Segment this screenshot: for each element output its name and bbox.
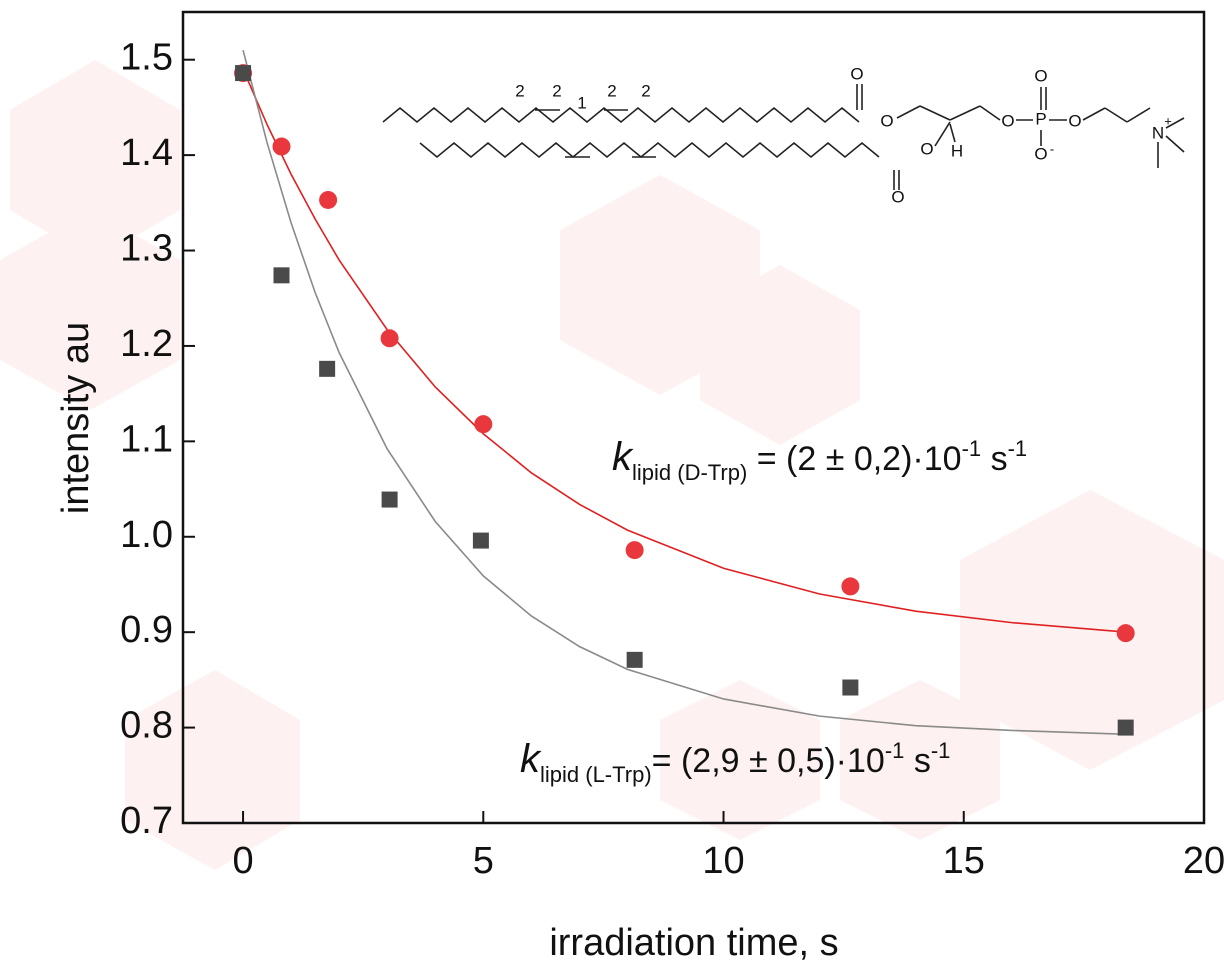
ann-part: s (981, 440, 1007, 478)
data-point (842, 679, 859, 696)
structure-label: + (1164, 113, 1172, 128)
structure-label: 1 (577, 93, 586, 112)
data-point (272, 137, 291, 156)
y-tick-label: 1.0 (120, 514, 173, 556)
data-point (319, 190, 338, 209)
bond (949, 105, 981, 121)
chain (382, 106, 860, 124)
bond (896, 105, 921, 119)
structure-label: 2 (515, 81, 524, 100)
bond (1082, 107, 1106, 121)
bond (1104, 107, 1128, 123)
y-axis-title: intensity au (55, 322, 97, 514)
structure-label: 2 (607, 81, 616, 100)
bond (949, 123, 956, 143)
data-point (474, 415, 493, 434)
y-tick-label: 1.5 (120, 37, 173, 79)
x-tick-label: 10 (702, 840, 744, 882)
data-point (626, 651, 643, 668)
structure-label: O (880, 111, 893, 130)
structure-label: O (1034, 144, 1047, 163)
y-tick-label: 1.1 (120, 418, 173, 460)
data-point (235, 65, 252, 82)
structure-label: O (1068, 111, 1081, 130)
structure-label: O (1034, 66, 1047, 85)
data-point (380, 329, 399, 348)
data-point (319, 360, 336, 377)
y-tick-label: 1.4 (120, 132, 173, 174)
chain (419, 141, 880, 159)
structure-label: 2 (641, 81, 650, 100)
ann-part: -1 (1008, 436, 1028, 461)
data-point (273, 267, 290, 284)
structure-label: O (1001, 111, 1014, 130)
y-tick-label: 1.3 (120, 228, 173, 270)
lipid-structure (382, 84, 1185, 190)
structure-label: P (1035, 109, 1046, 128)
data-point (625, 541, 644, 560)
data-point (472, 532, 489, 549)
structure-label: H (951, 141, 963, 160)
ann-part: k (520, 737, 542, 781)
x-tick-label: 0 (232, 840, 253, 882)
ann-part: k (612, 435, 634, 479)
structure-label: O (891, 187, 904, 206)
data-point (841, 577, 860, 596)
bond (934, 121, 951, 147)
bond (1165, 135, 1185, 153)
data-point (381, 491, 398, 508)
ann-part: = (2,9 ± 0,5)·10 (652, 742, 885, 780)
ann-part: s (904, 742, 930, 780)
ann-part: -1 (931, 738, 951, 763)
ann-part: = (2 ± 0,2)·10 (747, 440, 961, 478)
structure-labels: 2 2 1 2 2 O O O O H O P O O O N + - (515, 64, 1172, 206)
x-tick-label: 20 (1183, 840, 1224, 882)
fit-curve (242, 68, 1128, 633)
plot-area: 0.7 0.8 0.9 1.0 1.1 1.2 1.3 1.4 1.5 0 5 10 15 20 (120, 10, 1224, 882)
bond (919, 105, 951, 121)
data-point (1117, 719, 1134, 736)
plot-frame (181, 10, 1206, 825)
bond (1126, 107, 1151, 123)
x-tick-label: 5 (473, 840, 494, 882)
bond (979, 105, 1001, 121)
ann-part: -1 (962, 436, 982, 461)
fit-curve (242, 49, 1128, 736)
y-tick-label: 0.8 (120, 705, 173, 747)
ann-part: -1 (885, 738, 905, 763)
structure-label: 2 (552, 81, 561, 100)
structure-label: - (1050, 141, 1054, 156)
x-axis-title: irradiation time, s (549, 922, 838, 964)
bond (1165, 117, 1185, 129)
rate-annotation: klipid (D-Trp) = (2 ± 0,2)·10-1 s-1 (612, 435, 1027, 485)
y-tick-label: 1.2 (120, 323, 173, 365)
ann-part: lipid (D-Trp) (632, 460, 747, 485)
rate-annotation: klipid (L-Trp)= (2,9 ± 0,5)·10-1 s-1 (520, 737, 950, 787)
y-tick-label: 0.9 (120, 609, 173, 651)
structure-label: N (1152, 123, 1164, 142)
x-tick-label: 15 (943, 840, 985, 882)
y-tick-label: 0.7 (120, 800, 173, 842)
ann-part: lipid (L-Trp) (540, 762, 652, 787)
structure-label: O (920, 139, 933, 158)
structure-label: O (850, 64, 863, 83)
data-point (1116, 624, 1135, 643)
